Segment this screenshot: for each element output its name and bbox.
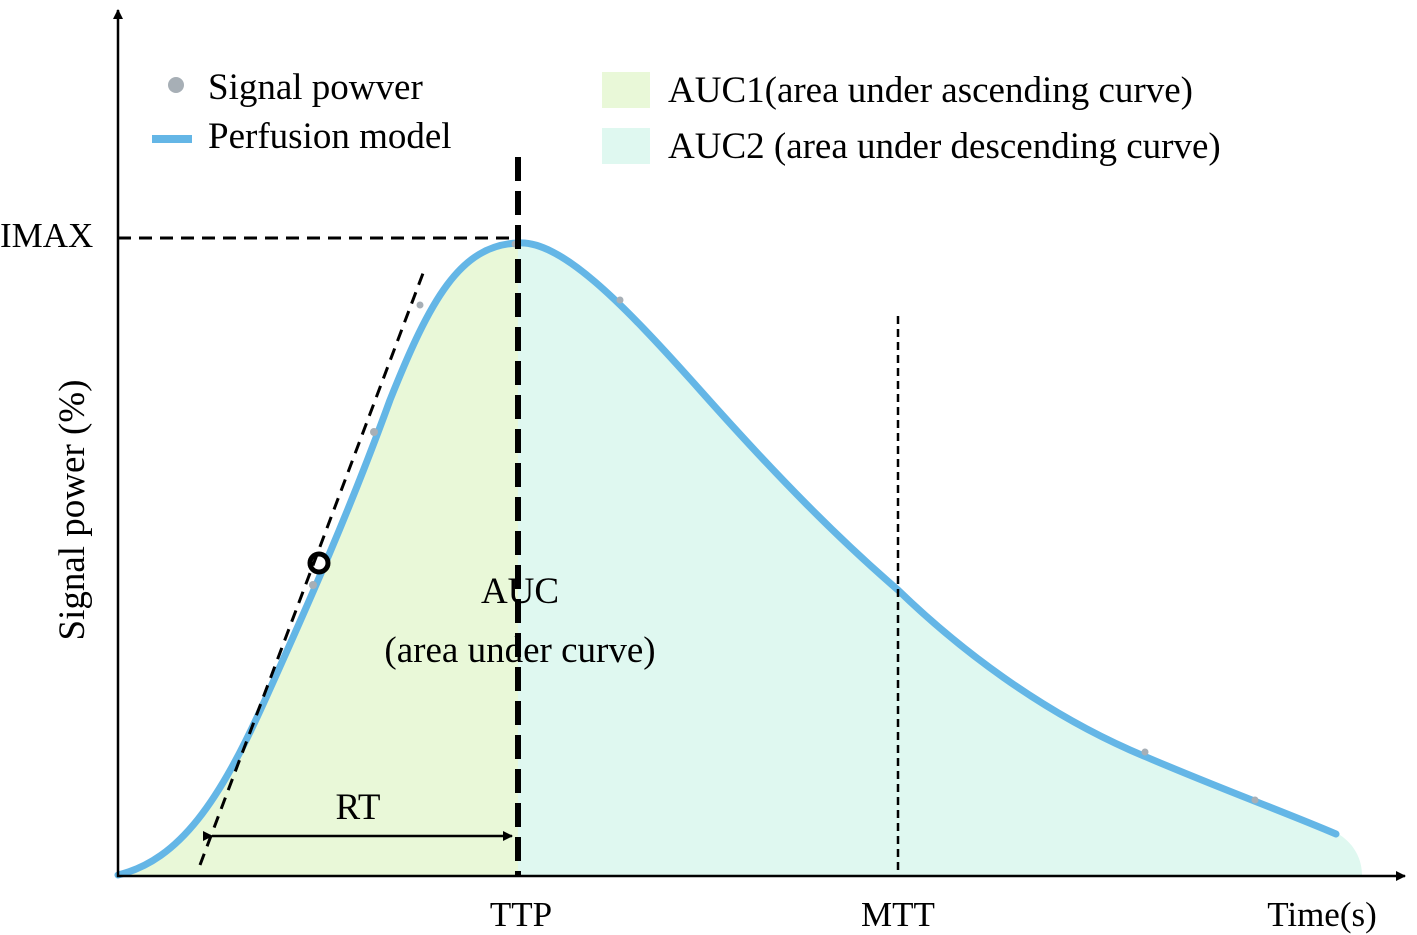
rt-label: RT: [335, 787, 380, 828]
x-axis-label: Time(s): [1267, 895, 1377, 934]
signal-points: [309, 240, 1259, 804]
imax-label: IMAX: [0, 216, 93, 255]
auc2-area: [518, 242, 1362, 876]
tangent-line: [198, 267, 427, 866]
signal-point: [416, 301, 424, 309]
perfusion-model-curve: [114, 239, 1340, 879]
auc1-legend-label: AUC1(area under ascending curve): [668, 70, 1193, 111]
auc1-area: [118, 243, 518, 875]
signal-legend-label: Signal powver: [208, 67, 423, 108]
signal-legend-marker: [168, 77, 184, 93]
auc2-legend-label: AUC2 (area under descending curve): [668, 126, 1221, 167]
model-legend-label: Perfusion model: [208, 116, 452, 157]
signal-point: [1141, 748, 1149, 756]
signal-point: [309, 581, 317, 589]
signal-point: [1251, 796, 1259, 804]
auc-label: AUC: [481, 571, 559, 612]
signal-point: [370, 428, 378, 436]
y-axis-label: Signal power (%): [52, 380, 93, 641]
auc1-legend-swatch: [602, 72, 650, 108]
ttp-label: TTP: [490, 895, 552, 934]
signal-point: [616, 296, 624, 304]
auc2-legend-swatch: [602, 128, 650, 164]
auc-sublabel: (area under curve): [384, 630, 655, 671]
mtt-label: MTT: [861, 895, 935, 934]
